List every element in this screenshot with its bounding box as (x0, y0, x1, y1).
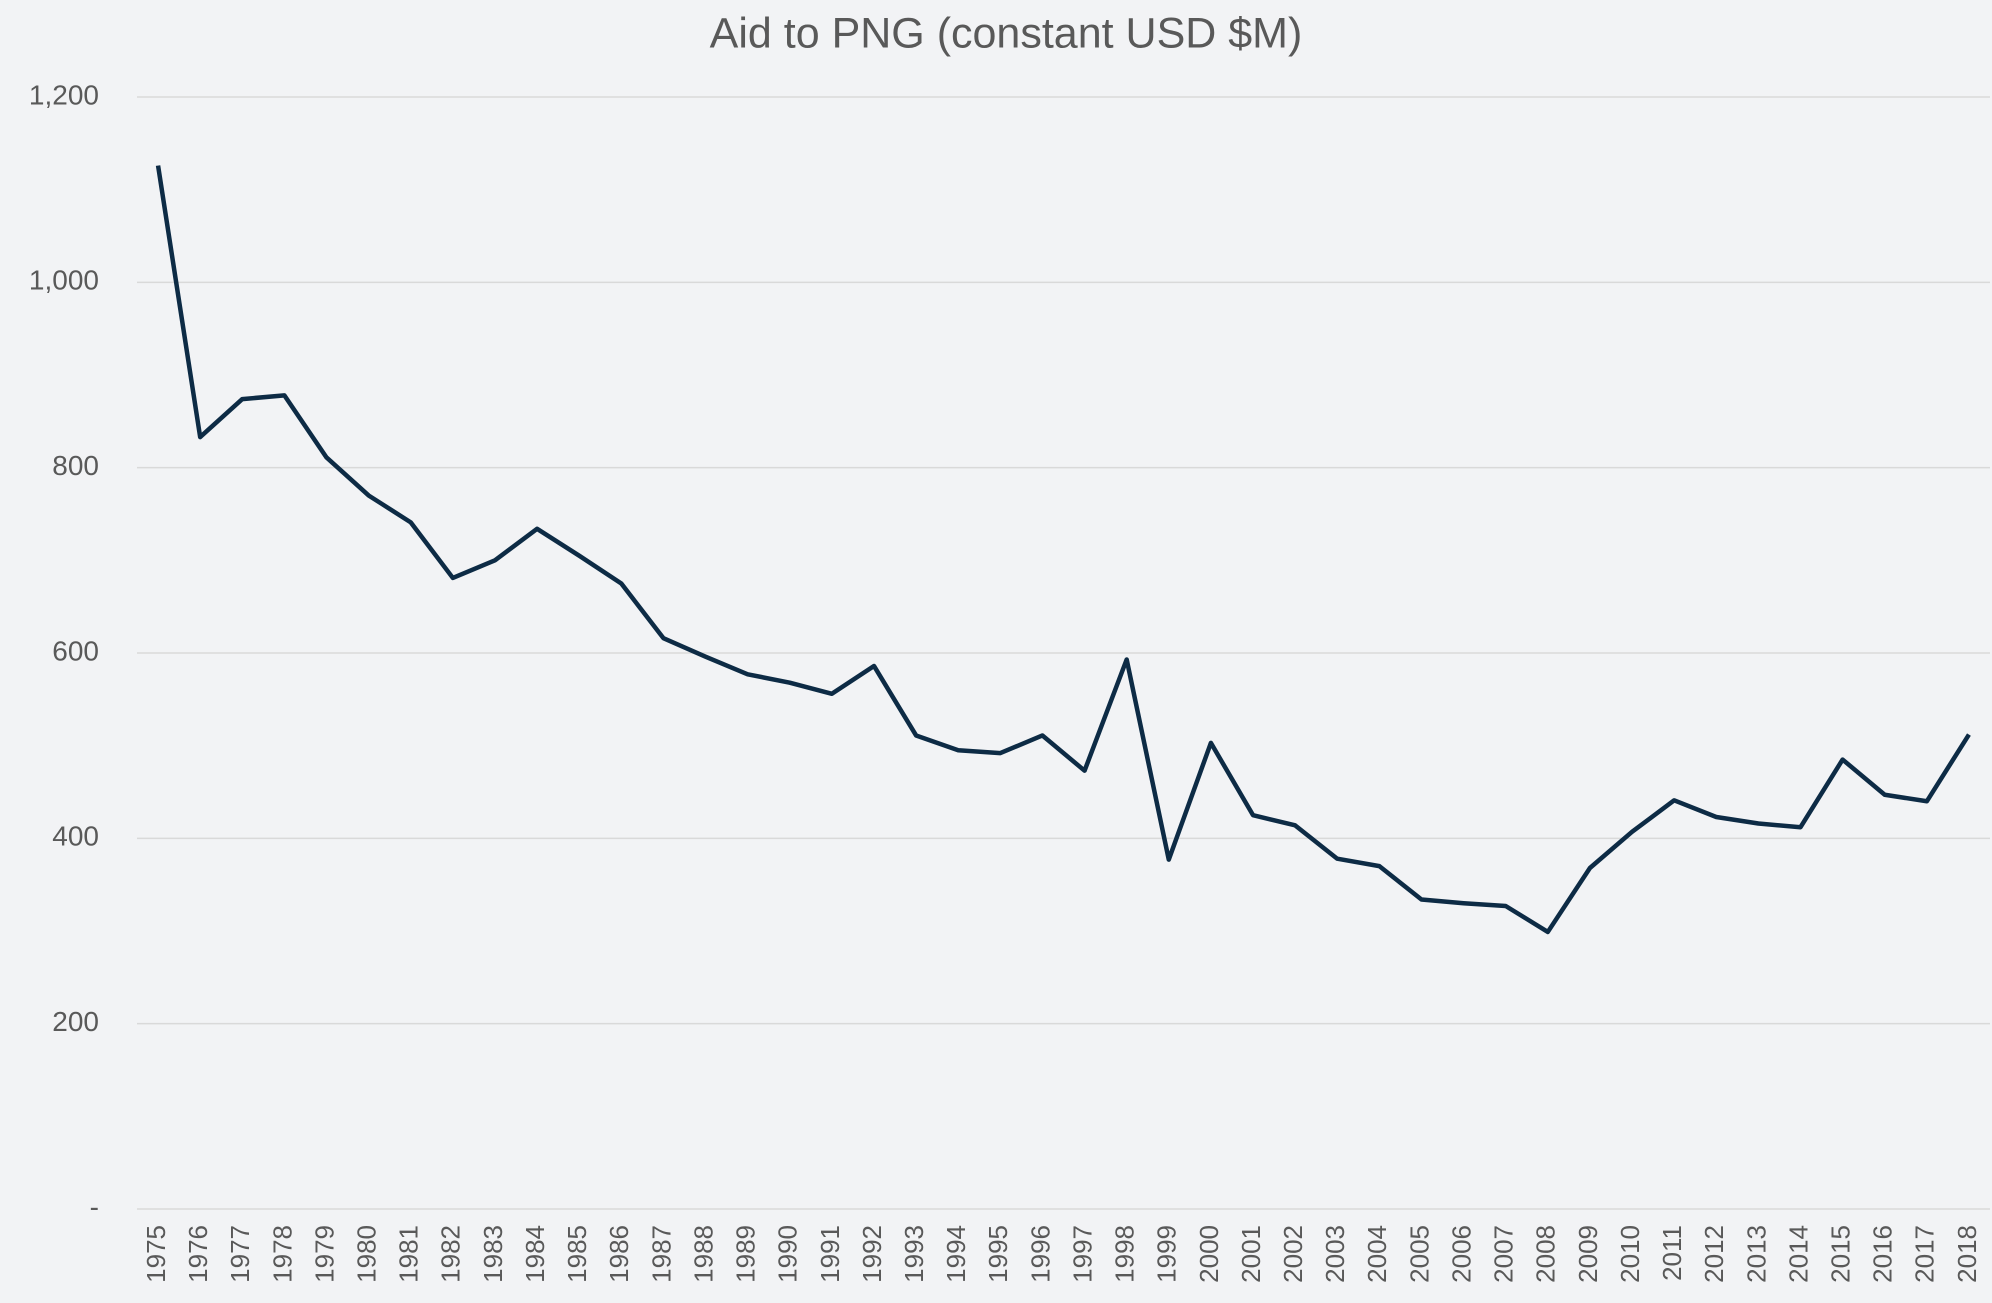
x-tick-label: 1992 (857, 1225, 887, 1283)
x-tick-label: 2013 (1741, 1225, 1771, 1283)
x-tick-label: 2000 (1194, 1225, 1224, 1283)
x-tick-label: 1999 (1152, 1225, 1182, 1283)
y-tick-label: 1,200 (29, 79, 99, 110)
y-tick-label: 200 (52, 1006, 99, 1037)
x-tick-label: 2004 (1362, 1225, 1392, 1283)
x-tick-label: 1995 (983, 1225, 1013, 1283)
x-tick-label: 1989 (731, 1225, 761, 1283)
x-tick-label: 2005 (1404, 1225, 1434, 1283)
chart-title: Aid to PNG (constant USD $M) (710, 9, 1303, 57)
x-tick-label: 2006 (1446, 1225, 1476, 1283)
x-tick-label: 2018 (1952, 1225, 1982, 1283)
y-tick-label: 800 (52, 450, 99, 481)
x-tick-label: 1988 (688, 1225, 718, 1283)
x-tick-label: 1982 (436, 1225, 466, 1283)
x-tick-label: 2015 (1825, 1225, 1855, 1283)
x-tick-label: 2008 (1531, 1225, 1561, 1283)
x-tick-label: 1984 (520, 1225, 550, 1283)
x-tick-label: 1990 (773, 1225, 803, 1283)
x-tick-label: 1976 (183, 1225, 213, 1283)
x-tick-label: 1998 (1110, 1225, 1140, 1283)
x-tick-label: 2012 (1699, 1225, 1729, 1283)
y-tick-label: 600 (52, 635, 99, 666)
y-tick-label: 1,000 (29, 265, 99, 296)
x-tick-label: 2003 (1320, 1225, 1350, 1283)
x-tick-label: 2017 (1910, 1225, 1940, 1283)
x-tick-label: 1975 (141, 1225, 171, 1283)
x-tick-label: 2002 (1278, 1225, 1308, 1283)
x-tick-label: 2016 (1868, 1225, 1898, 1283)
x-tick-label: 1996 (1025, 1225, 1055, 1283)
x-tick-label: 1986 (604, 1225, 634, 1283)
x-tick-label: 2001 (1236, 1225, 1266, 1283)
x-tick-label: 2011 (1657, 1225, 1687, 1281)
line-series (155, 165, 1971, 935)
x-tick-label: 2014 (1783, 1225, 1813, 1283)
x-tick-label: 1991 (815, 1225, 845, 1283)
x-tick-label: 2010 (1615, 1225, 1645, 1283)
x-tick-label: 1987 (646, 1225, 676, 1283)
x-tick-label: 1980 (352, 1225, 382, 1283)
x-tick-label: 2009 (1573, 1225, 1603, 1283)
x-tick-label: 1977 (225, 1225, 255, 1283)
x-tick-label: 1983 (478, 1225, 508, 1283)
x-tick-label: 1978 (267, 1225, 297, 1283)
y-tick-label: 400 (52, 821, 99, 852)
x-tick-label: 1993 (899, 1225, 929, 1283)
x-tick-label: 2007 (1489, 1225, 1519, 1283)
x-tick-label: 1979 (309, 1225, 339, 1283)
x-tick-label: 1994 (941, 1225, 971, 1283)
x-tick-label: 1981 (394, 1225, 424, 1283)
x-tick-label: 1985 (562, 1225, 592, 1283)
y-tick-label: - (90, 1191, 99, 1222)
x-tick-label: 1997 (1067, 1225, 1097, 1283)
